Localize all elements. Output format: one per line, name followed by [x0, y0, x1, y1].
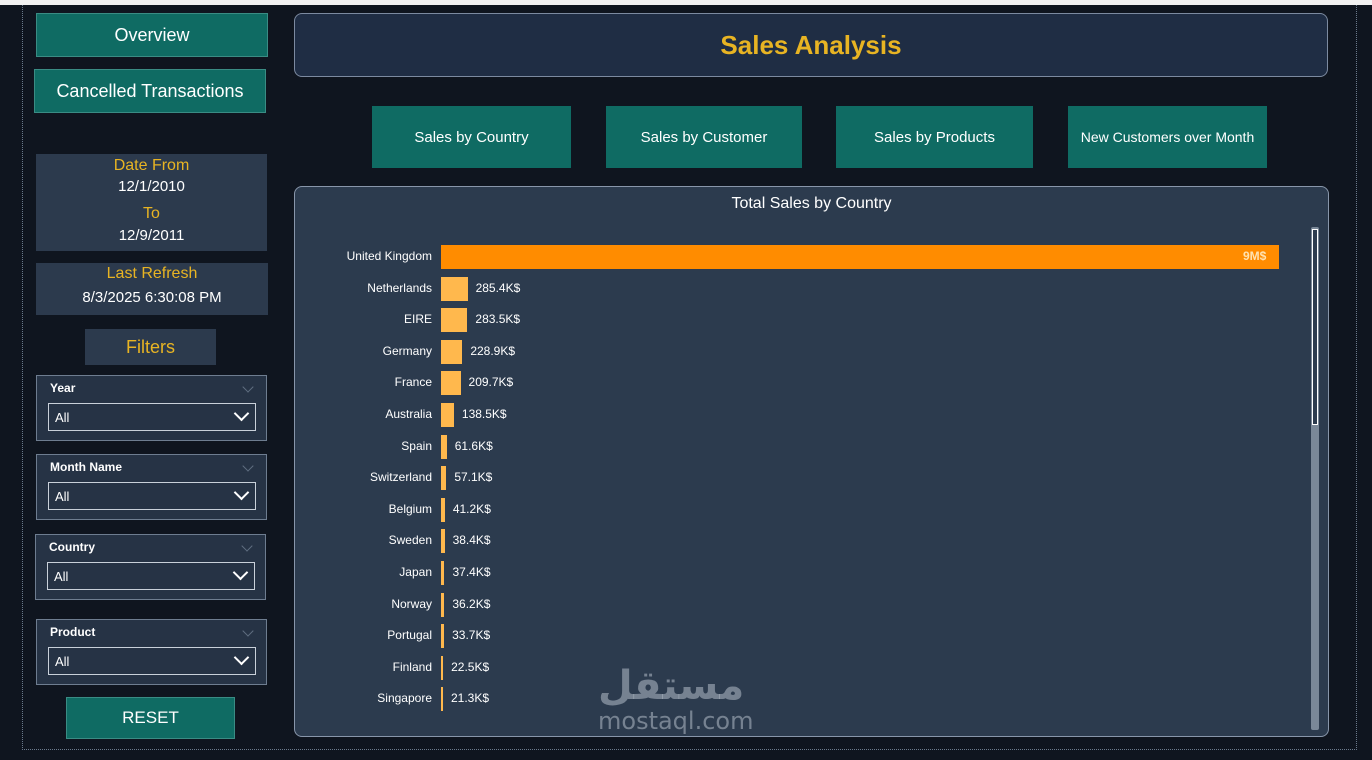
bar-value-label: 22.5K$	[451, 659, 490, 674]
bar-category-label: Portugal	[387, 628, 432, 643]
chevron-down-icon	[233, 484, 250, 501]
chevron-down-icon	[233, 405, 250, 422]
collapse-chevron-icon[interactable]	[242, 625, 254, 637]
bar-category-label: Sweden	[388, 533, 432, 548]
month-name-filter: Month Name All	[36, 454, 267, 520]
bar-category-label: Japan	[399, 565, 432, 579]
bar-value-label: 36.2K$	[452, 596, 491, 611]
year-select[interactable]: All	[48, 403, 256, 431]
bar-value-label: 9M$	[1243, 249, 1267, 263]
date-to-label: To	[143, 205, 160, 222]
filters-heading: Filters	[85, 329, 216, 365]
bar-category-label: Netherlands	[367, 280, 432, 295]
month-name-select[interactable]: All	[48, 482, 256, 510]
country-filter: Country All	[35, 534, 266, 600]
tab-sales-by-country[interactable]: Sales by Country	[372, 106, 571, 168]
bar[interactable]	[441, 371, 461, 396]
cancelled-transactions-button[interactable]: Cancelled Transactions	[34, 69, 266, 113]
report-canvas-frame	[22, 5, 1357, 750]
chevron-down-icon	[232, 564, 249, 581]
bar[interactable]	[441, 624, 445, 649]
bar[interactable]	[441, 276, 468, 301]
bar[interactable]	[441, 529, 445, 554]
bar[interactable]	[441, 308, 468, 333]
bar[interactable]	[441, 687, 443, 712]
bar-category-label: Finland	[392, 659, 432, 674]
collapse-chevron-icon[interactable]	[242, 460, 254, 472]
date-from-label: Date From	[113, 157, 190, 174]
last-refresh-value: 8/3/2025 6:30:08 PM	[82, 289, 222, 306]
bar[interactable]	[441, 592, 445, 617]
date-to-value: 12/9/2011	[118, 227, 185, 244]
bar-category-label: Norway	[391, 596, 432, 611]
month-name-select-value: All	[55, 488, 70, 504]
last-refresh-card: Last Refresh 8/3/2025 6:30:08 PM	[36, 263, 268, 315]
sales-by-country-chart: Total Sales by Country United Kingdom 9M$…	[294, 186, 1329, 737]
date-from-value: 12/1/2010	[118, 178, 185, 195]
chevron-down-icon	[233, 649, 250, 666]
date-range-card: Date From 12/1/2010 To 12/9/2011	[36, 154, 267, 251]
bar[interactable]	[441, 339, 463, 364]
bar-value-label: 57.1K$	[454, 470, 493, 485]
bar-category-label: Switzerland	[369, 470, 432, 485]
tab-sales-by-customer[interactable]: Sales by Customer	[606, 106, 802, 168]
last-refresh-label: Last Refresh	[106, 265, 198, 282]
bar-category-label: France	[394, 375, 432, 390]
bar-value-label: 138.5K$	[461, 407, 507, 421]
year-select-value: All	[55, 409, 70, 425]
year-filter-title: Year	[50, 381, 76, 395]
tab-sales-by-products[interactable]: Sales by Products	[836, 106, 1033, 168]
product-select-value: All	[55, 653, 70, 669]
bar[interactable]	[441, 403, 454, 427]
overview-button[interactable]: Overview	[36, 13, 268, 57]
filters-heading-label: Filters	[126, 336, 175, 357]
window-top-strip	[0, 0, 1372, 5]
bar[interactable]	[441, 245, 1279, 269]
chart-title: Total Sales by Country	[731, 195, 892, 212]
country-select[interactable]: All	[47, 562, 255, 590]
country-select-value: All	[54, 568, 69, 584]
bar-category-label: Spain	[401, 438, 432, 453]
bar-value-label: 228.9K$	[470, 343, 516, 358]
page-header: Sales Analysis	[294, 13, 1328, 77]
collapse-chevron-icon[interactable]	[241, 540, 253, 552]
bar-value-label: 61.6K$	[454, 438, 493, 453]
product-filter-title: Product	[50, 625, 96, 639]
bar[interactable]	[441, 434, 447, 459]
bar-value-label: 33.7K$	[452, 628, 491, 643]
collapse-chevron-icon[interactable]	[242, 381, 254, 393]
bar-value-label: 209.7K$	[468, 375, 514, 390]
country-filter-title: Country	[49, 540, 95, 554]
bar-category-label: EIRE	[403, 312, 432, 327]
month-name-filter-title: Month Name	[50, 460, 122, 474]
bar-category-label: Singapore	[377, 691, 432, 706]
tab-new-customers-over-month[interactable]: New Customers over Month	[1068, 106, 1267, 168]
bar[interactable]	[441, 561, 445, 585]
chart-scrollbar-track[interactable]	[1311, 227, 1319, 730]
bar-value-label: 37.4K$	[452, 565, 491, 579]
product-filter: Product All	[36, 619, 267, 685]
bar-category-label: Germany	[382, 343, 432, 358]
chart-scrollbar-thumb[interactable]	[1312, 229, 1318, 425]
bar-category-label: Belgium	[388, 501, 432, 516]
reset-button[interactable]: RESET	[66, 697, 235, 739]
bar-value-label: 41.2K$	[452, 501, 491, 516]
bar[interactable]	[441, 466, 447, 491]
page-title: Sales Analysis	[720, 29, 902, 60]
product-select[interactable]: All	[48, 647, 256, 675]
bar[interactable]	[441, 655, 444, 680]
bar-category-label: Australia	[385, 407, 432, 421]
bar-value-label: 21.3K$	[451, 691, 490, 706]
bar-category-label: United Kingdom	[346, 249, 432, 263]
year-filter: Year All	[36, 375, 267, 441]
bar-value-label: 283.5K$	[475, 312, 521, 327]
bar-value-label: 285.4K$	[475, 280, 521, 295]
bar[interactable]	[441, 497, 445, 522]
bar-value-label: 38.4K$	[452, 533, 491, 548]
